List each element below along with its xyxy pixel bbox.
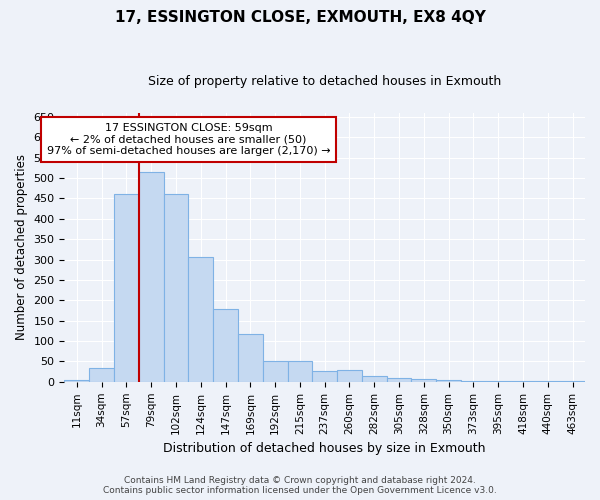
Bar — [89, 368, 114, 382]
Bar — [461, 381, 486, 382]
Bar — [313, 371, 337, 382]
Bar — [412, 380, 436, 382]
Bar — [560, 380, 585, 382]
Bar — [362, 376, 386, 382]
Bar — [287, 362, 313, 382]
Bar — [114, 194, 139, 382]
Bar — [238, 334, 263, 382]
X-axis label: Distribution of detached houses by size in Exmouth: Distribution of detached houses by size … — [163, 442, 486, 455]
Bar — [139, 172, 164, 382]
Text: 17 ESSINGTON CLOSE: 59sqm
← 2% of detached houses are smaller (50)
97% of semi-d: 17 ESSINGTON CLOSE: 59sqm ← 2% of detach… — [47, 123, 330, 156]
Bar — [386, 378, 412, 382]
Bar — [213, 310, 238, 382]
Bar — [486, 381, 511, 382]
Bar — [436, 380, 461, 382]
Bar — [188, 258, 213, 382]
Title: Size of property relative to detached houses in Exmouth: Size of property relative to detached ho… — [148, 75, 502, 88]
Text: Contains HM Land Registry data © Crown copyright and database right 2024.
Contai: Contains HM Land Registry data © Crown c… — [103, 476, 497, 495]
Bar — [263, 362, 287, 382]
Y-axis label: Number of detached properties: Number of detached properties — [15, 154, 28, 340]
Bar — [64, 380, 89, 382]
Text: 17, ESSINGTON CLOSE, EXMOUTH, EX8 4QY: 17, ESSINGTON CLOSE, EXMOUTH, EX8 4QY — [115, 10, 485, 25]
Bar — [164, 194, 188, 382]
Bar — [337, 370, 362, 382]
